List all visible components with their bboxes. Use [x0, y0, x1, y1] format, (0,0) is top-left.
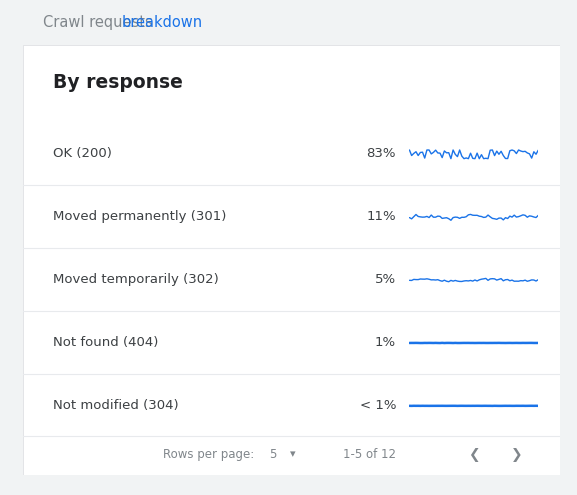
Text: < 1%: < 1% — [359, 398, 396, 411]
Text: OK (200): OK (200) — [53, 147, 111, 160]
Text: By response: By response — [53, 73, 182, 92]
Text: Rows per page:: Rows per page: — [163, 448, 254, 461]
Text: 1-5 of 12: 1-5 of 12 — [343, 448, 396, 461]
Text: Crawl requests: Crawl requests — [43, 15, 158, 30]
Text: ▾: ▾ — [290, 449, 295, 459]
Text: 11%: 11% — [366, 210, 396, 223]
Text: 5%: 5% — [375, 273, 396, 286]
Text: 1%: 1% — [375, 336, 396, 348]
Text: Not found (404): Not found (404) — [53, 336, 158, 348]
Text: 83%: 83% — [366, 147, 396, 160]
Text: ❯: ❯ — [511, 447, 523, 461]
FancyBboxPatch shape — [23, 45, 560, 475]
Text: Not modified (304): Not modified (304) — [53, 398, 178, 411]
Text: ❮: ❮ — [468, 447, 479, 461]
Text: Moved temporarily (302): Moved temporarily (302) — [53, 273, 218, 286]
Text: breakdown: breakdown — [121, 15, 203, 30]
Text: Moved permanently (301): Moved permanently (301) — [53, 210, 226, 223]
Text: 5: 5 — [269, 448, 276, 461]
